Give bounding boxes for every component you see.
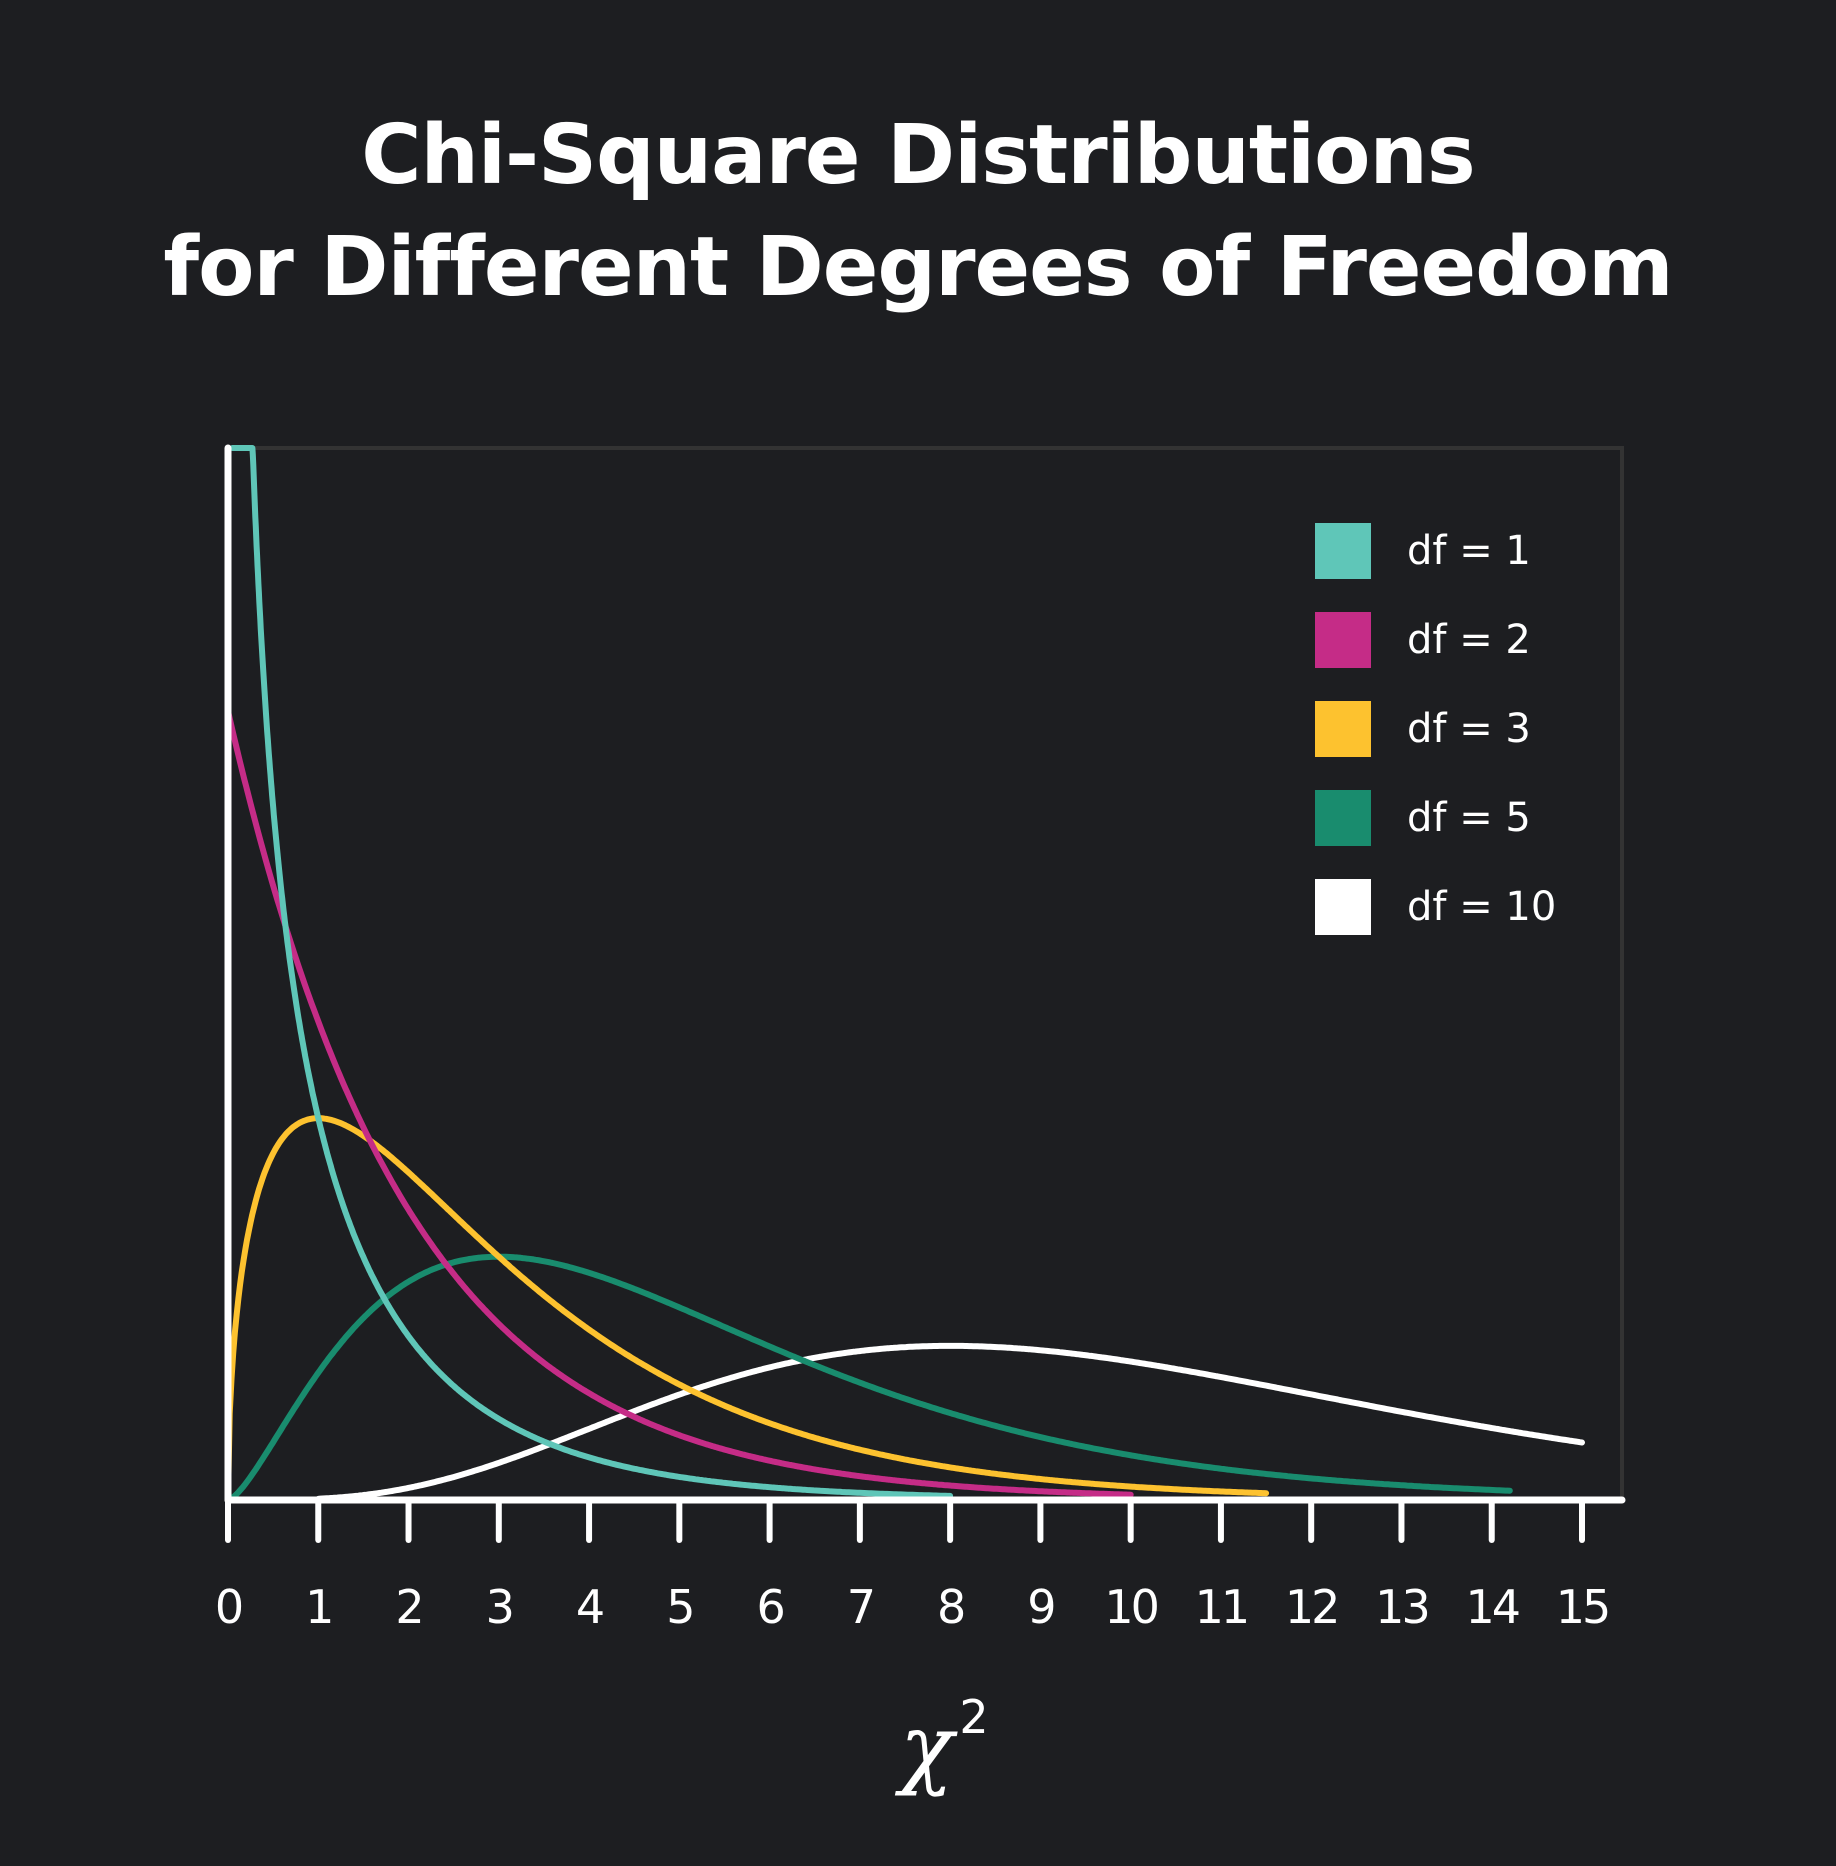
x-axis-label-superscript: 2 xyxy=(959,1690,989,1744)
axes xyxy=(224,444,1626,1543)
distribution-curves xyxy=(225,445,1585,1503)
x-tick-label: 10 xyxy=(1104,1580,1160,1634)
x-tick-label: 8 xyxy=(936,1580,966,1634)
legend-item: df = 3 xyxy=(1315,701,1556,757)
curve-df-1 xyxy=(229,445,954,1499)
legend-item: df = 2 xyxy=(1315,612,1556,668)
legend-label: df = 5 xyxy=(1407,795,1531,841)
legend-item: df = 5 xyxy=(1315,790,1556,846)
plot-border xyxy=(228,446,1624,1500)
legend-item: df = 10 xyxy=(1315,879,1556,935)
x-tick-label: 14 xyxy=(1465,1580,1521,1634)
legend-swatch xyxy=(1315,701,1371,757)
chart-title: Chi-Square Distributions for Different D… xyxy=(0,100,1836,324)
x-tick-label: 12 xyxy=(1284,1580,1341,1634)
legend-swatch xyxy=(1315,523,1371,579)
legend-swatch xyxy=(1315,790,1371,846)
legend-label: df = 3 xyxy=(1407,706,1531,752)
x-tick-label: 9 xyxy=(1027,1580,1056,1634)
legend-swatch xyxy=(1315,879,1371,935)
x-tick-label: 5 xyxy=(666,1580,695,1634)
chart-legend: df = 1 df = 2 df = 3 df = 5 df = 10 xyxy=(1315,523,1556,968)
x-tick-label: 4 xyxy=(575,1580,605,1634)
legend-item: df = 1 xyxy=(1315,523,1556,579)
curve-df-10 xyxy=(315,1342,1585,1502)
x-tick-label: 6 xyxy=(756,1580,785,1634)
x-tick-label: 2 xyxy=(395,1580,424,1634)
x-tick-label: 13 xyxy=(1375,1580,1431,1634)
legend-label: df = 10 xyxy=(1407,884,1557,930)
legend-label: df = 2 xyxy=(1407,617,1531,663)
curve-df-2 xyxy=(225,708,1134,1498)
x-tick-label: 7 xyxy=(846,1580,876,1634)
curve-df-5 xyxy=(225,1253,1513,1503)
plot-frame xyxy=(228,446,1624,1500)
x-axis-label-chi: χ xyxy=(900,1695,954,1798)
x-tick-label: 11 xyxy=(1194,1580,1251,1634)
x-tick-label: 15 xyxy=(1555,1580,1612,1634)
chart-title-line-1: Chi-Square Distributions xyxy=(361,108,1475,203)
x-tick-label: 3 xyxy=(485,1580,515,1634)
x-tick-label: 0 xyxy=(214,1580,244,1634)
curve-df-3 xyxy=(225,1115,1270,1503)
x-tick-label: 1 xyxy=(305,1580,334,1634)
legend-label: df = 1 xyxy=(1407,528,1531,574)
chart-title-line-2: for Different Degrees of Freedom xyxy=(163,220,1673,315)
legend-swatch xyxy=(1315,612,1371,668)
